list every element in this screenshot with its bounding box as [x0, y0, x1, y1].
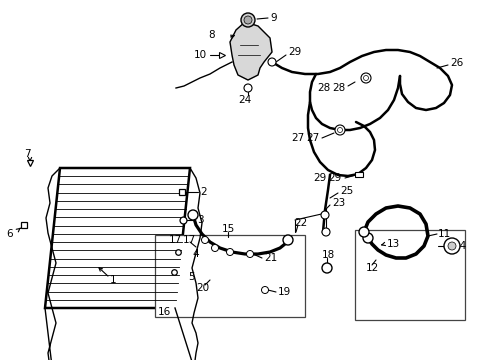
Bar: [155, 235, 305, 317]
Text: 29: 29: [327, 173, 341, 183]
Circle shape: [241, 13, 254, 27]
Text: 10: 10: [194, 50, 207, 60]
Text: 4: 4: [192, 249, 198, 259]
Circle shape: [201, 237, 208, 243]
Text: 19: 19: [278, 287, 291, 297]
Circle shape: [443, 238, 459, 254]
Circle shape: [334, 125, 345, 135]
Text: 25: 25: [339, 186, 352, 196]
Circle shape: [283, 235, 292, 245]
Text: 1: 1: [110, 275, 116, 285]
Polygon shape: [229, 22, 271, 80]
Text: 26: 26: [449, 58, 462, 68]
Bar: [354, 230, 464, 320]
Text: 27: 27: [290, 133, 304, 143]
Circle shape: [187, 210, 198, 220]
Circle shape: [358, 227, 368, 237]
Text: 29: 29: [312, 173, 325, 183]
Text: 29: 29: [287, 47, 301, 57]
Text: 20: 20: [196, 283, 209, 293]
Text: 9: 9: [269, 13, 276, 23]
Circle shape: [337, 127, 342, 132]
Circle shape: [360, 73, 370, 83]
Circle shape: [267, 58, 275, 66]
Text: 5: 5: [187, 272, 194, 282]
Text: 17: 17: [168, 235, 182, 245]
Text: 28: 28: [331, 83, 345, 93]
Circle shape: [261, 287, 268, 293]
Circle shape: [226, 248, 233, 256]
Text: 15: 15: [222, 224, 235, 234]
Text: 28: 28: [316, 83, 329, 93]
Text: 11: 11: [437, 229, 450, 239]
Circle shape: [244, 84, 251, 92]
Text: 12: 12: [365, 263, 379, 273]
Circle shape: [363, 76, 368, 81]
Text: 23: 23: [331, 198, 345, 208]
Text: 6: 6: [6, 229, 13, 239]
Text: 18: 18: [321, 250, 335, 260]
Circle shape: [447, 242, 455, 250]
Circle shape: [320, 211, 328, 219]
Text: 2: 2: [200, 187, 206, 197]
Circle shape: [321, 228, 329, 236]
Circle shape: [244, 16, 251, 24]
Polygon shape: [45, 168, 190, 308]
Text: 7: 7: [24, 149, 31, 159]
Circle shape: [362, 233, 372, 243]
Text: 3: 3: [197, 215, 203, 225]
Text: 24: 24: [238, 95, 251, 105]
Circle shape: [211, 244, 218, 252]
Text: 14: 14: [453, 241, 467, 251]
Text: 13: 13: [386, 239, 400, 249]
Text: 22: 22: [293, 218, 306, 228]
Text: 8: 8: [207, 30, 214, 40]
Bar: [354, 172, 362, 177]
Text: 16: 16: [158, 307, 171, 317]
Text: 21: 21: [264, 253, 277, 263]
Text: 27: 27: [305, 133, 319, 143]
Circle shape: [321, 263, 331, 273]
Circle shape: [246, 251, 253, 257]
Text: 17: 17: [183, 235, 196, 245]
